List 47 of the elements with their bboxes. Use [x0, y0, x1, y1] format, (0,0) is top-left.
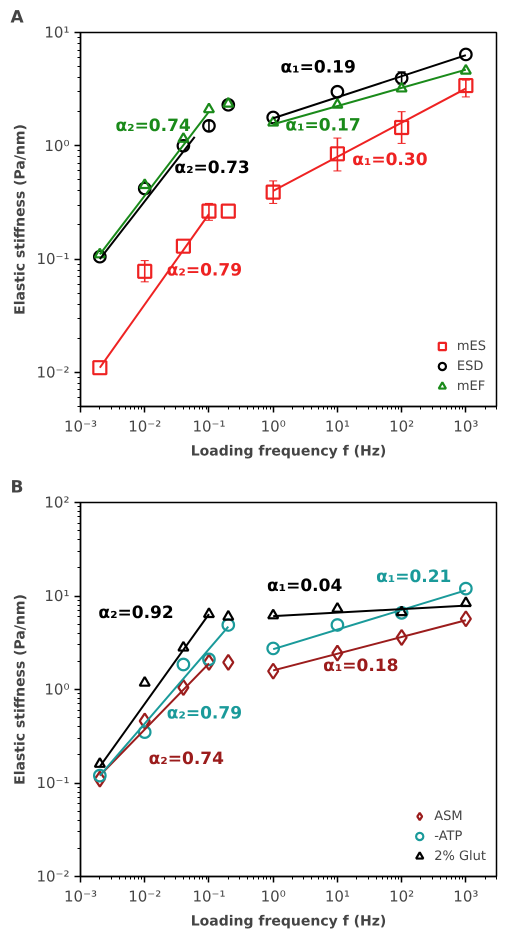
series-label: α₂=0.79	[166, 704, 242, 724]
series-label: α₂=0.79	[166, 260, 242, 281]
series-label: α₁=0.21	[376, 567, 452, 588]
series-label: α₂=0.74	[148, 749, 224, 770]
x-tick-label: 10⁻³	[64, 888, 98, 906]
x-tick-label: 10⁻³	[64, 418, 98, 436]
series-label: α₁=0.17	[285, 116, 361, 136]
x-tick-label: 10⁻²	[128, 418, 162, 436]
x-tick-label: 10³	[453, 418, 478, 436]
legend-label: ESD	[456, 358, 484, 374]
legend-label: mES	[456, 338, 486, 354]
x-axis-title: Loading frequency f (Hz)	[190, 444, 386, 460]
y-tick-label: 10¹	[44, 24, 70, 42]
y-tick-label: 10¹	[44, 587, 70, 605]
y-axis-title: Elastic stiffness (Pa/nm)	[12, 124, 28, 315]
y-tick-label: 10⁰	[44, 136, 70, 155]
y-tick-label: 10⁻¹	[36, 250, 70, 268]
x-tick-label: 10⁰	[260, 418, 286, 436]
x-tick-label: 10²	[389, 418, 414, 436]
x-tick-label: 10⁻¹	[192, 888, 226, 906]
series-label: α₁=0.04	[266, 576, 342, 596]
y-tick-label: 10²	[44, 494, 70, 512]
legend-label: -ATP	[434, 828, 462, 844]
y-tick-label: 10⁻²	[36, 363, 70, 382]
x-tick-label: 10⁰	[260, 888, 286, 906]
chart-title: A	[10, 8, 24, 28]
series-label: α₁=0.30	[352, 150, 428, 170]
series-label: α₁=0.18	[323, 656, 398, 676]
y-tick-label: 10⁰	[44, 680, 70, 698]
series-label: α₁=0.19	[280, 58, 356, 78]
series-label: α₂=0.92	[98, 602, 174, 623]
x-tick-label: 10²	[389, 888, 414, 906]
chart-title: B	[10, 478, 24, 498]
series-label: α₂=0.73	[174, 158, 250, 178]
legend-label: mEF	[456, 378, 486, 394]
x-tick-label: 10⁻¹	[192, 418, 226, 436]
x-tick-label: 10¹	[324, 888, 350, 906]
legend-label: 2% Glut	[434, 848, 486, 864]
legend-label: ASM	[434, 808, 463, 824]
x-tick-label: 10³	[453, 888, 478, 906]
y-tick-label: 10⁻²	[36, 868, 70, 886]
x-tick-label: 10¹	[324, 418, 350, 436]
x-tick-label: 10⁻²	[128, 888, 162, 906]
y-axis-title: Elastic stiffness (Pa/nm)	[12, 594, 28, 785]
series-label: α₂=0.74	[115, 116, 191, 136]
x-axis-title: Loading frequency f (Hz)	[190, 914, 386, 930]
y-tick-label: 10⁻¹	[36, 774, 70, 792]
